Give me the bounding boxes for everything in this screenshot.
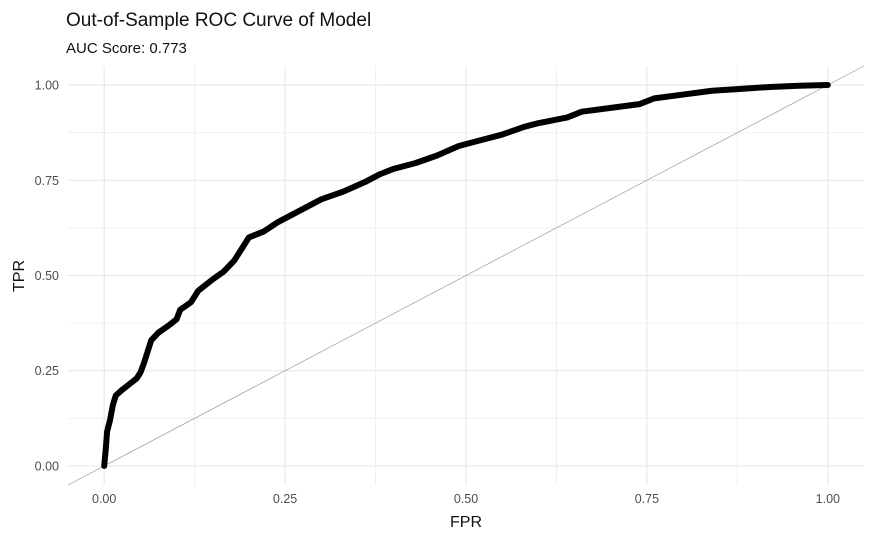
y-axis-title: TPR xyxy=(11,260,28,292)
grid-layer xyxy=(68,66,864,485)
x-tick-label: 0.00 xyxy=(92,492,116,506)
chart-subtitle: AUC Score: 0.773 xyxy=(66,40,187,57)
x-tick-label: 0.25 xyxy=(273,492,297,506)
roc-curve-line xyxy=(101,82,831,469)
diagonal-reference-line xyxy=(67,65,865,486)
curve-layer xyxy=(101,82,831,469)
x-tick-label: 1.00 xyxy=(816,492,840,506)
diagonal-layer xyxy=(67,65,865,486)
x-tick-label: 0.50 xyxy=(454,492,478,506)
x-tick-label: 0.75 xyxy=(635,492,659,506)
chart-title: Out-of-Sample ROC Curve of Model xyxy=(66,10,371,31)
y-tick-label: 0.50 xyxy=(35,269,59,283)
tick-layer: 0.00 0.25 0.50 0.75 1.00 0.00 0.25 0.50 0.75 1.00 xyxy=(35,79,840,506)
y-tick-label: 0.75 xyxy=(35,174,59,188)
y-tick-label: 0.25 xyxy=(35,364,59,378)
x-axis-title: FPR xyxy=(450,514,482,531)
y-tick-label: 0.00 xyxy=(35,459,59,473)
y-tick-label: 1.00 xyxy=(35,79,59,93)
